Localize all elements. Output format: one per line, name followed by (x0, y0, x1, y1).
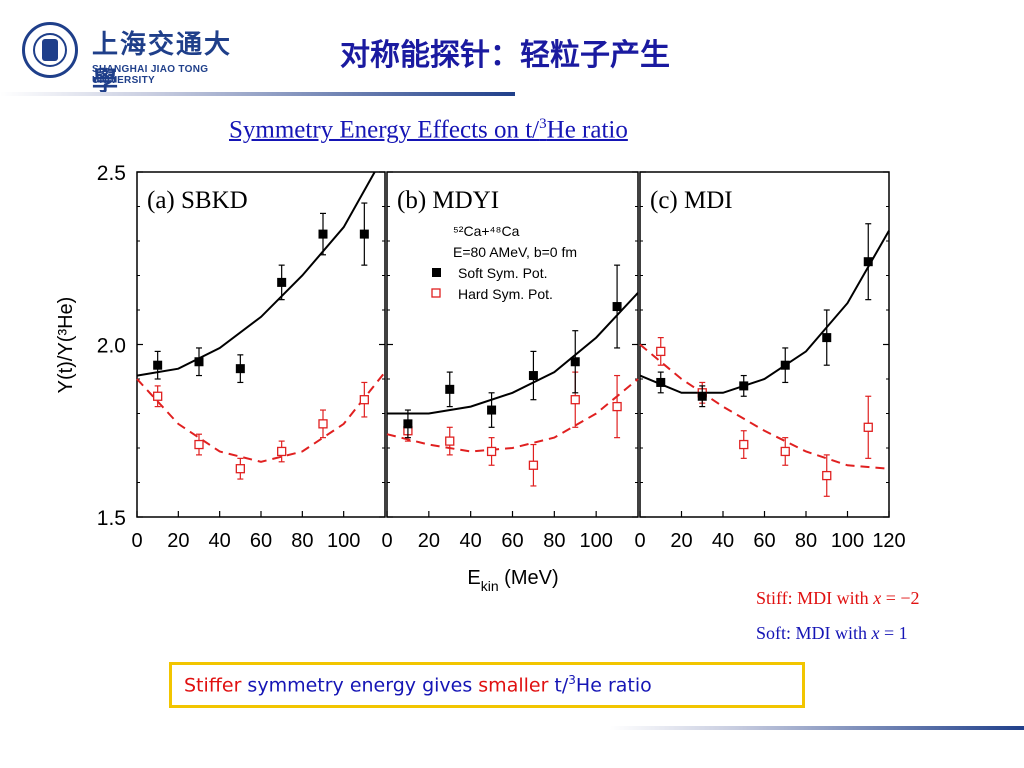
x-tick-label: 40 (712, 530, 734, 552)
x-tick-label: 20 (418, 530, 440, 552)
emblem-icon (22, 22, 78, 78)
soft-point (359, 229, 369, 239)
soft-point (153, 360, 163, 370)
x-tick-label: 20 (670, 530, 692, 552)
y-tick-label: 2.5 (97, 162, 126, 185)
soft-point (570, 357, 580, 367)
soft-point (528, 371, 538, 381)
soft-note: Soft: MDI with x = 1 (756, 623, 908, 643)
hard-point (822, 470, 832, 481)
x-tick-label: 100 (579, 530, 612, 552)
x-tick-label: 100 (831, 530, 864, 552)
hard-curve (639, 343, 890, 470)
y-tick-label: 2.0 (97, 335, 126, 358)
x-tick-label: 100 (327, 530, 360, 552)
x-tick-label: 120 (872, 530, 905, 552)
soft-point (822, 333, 832, 343)
legend-label: Soft Sym. Pot. (458, 265, 547, 281)
footer-divider (610, 726, 1024, 730)
y-axis-label: Y(t)/Y(³He) (55, 297, 77, 394)
hard-curve (136, 371, 386, 463)
legend-label: Hard Sym. Pot. (458, 286, 553, 302)
panel-label: (a) SBKD (147, 187, 248, 214)
stiff-note: Stiff: MDI with x = −2 (756, 588, 920, 608)
hard-point (780, 446, 790, 457)
soft-point (194, 357, 204, 367)
conclusion-text: Stiffer symmetry energy gives smaller t/… (184, 673, 652, 697)
soft-curve (387, 292, 639, 415)
legend-marker-soft (432, 268, 441, 277)
soft-point (739, 381, 749, 391)
hard-point (739, 439, 749, 450)
y-tick-label: 1.5 (97, 507, 126, 530)
soft-point (277, 277, 287, 287)
soft-curve (136, 171, 376, 377)
conditions-annotation: E=80 AMeV, b=0 fm (453, 244, 577, 260)
header-divider (0, 92, 515, 96)
hard-curve (386, 378, 639, 453)
hard-point (656, 346, 666, 357)
soft-point (318, 229, 328, 239)
logo-english-name: SHANGHAI JIAO TONG UNIVERSITY (92, 64, 209, 86)
x-tick-label: 60 (501, 530, 523, 552)
soft-curve (639, 230, 890, 394)
x-axis-label: Ekin (MeV) (467, 567, 558, 594)
hard-point (359, 395, 369, 405)
x-tick-label: 0 (634, 530, 645, 552)
hard-point (486, 446, 497, 457)
x-tick-label: 60 (753, 530, 775, 552)
hard-point (445, 436, 455, 446)
soft-point (612, 302, 622, 312)
soft-point (697, 391, 707, 401)
soft-point (780, 360, 790, 370)
soft-point (656, 377, 666, 387)
x-tick-label: 60 (250, 530, 272, 552)
panel-frame (136, 171, 386, 518)
soft-point (235, 364, 245, 374)
hard-point (153, 391, 163, 401)
slide-subtitle[interactable]: Symmetry Energy Effects on t/3He ratio (229, 116, 628, 144)
legend-marker-hard (431, 288, 441, 298)
hard-point (612, 401, 622, 412)
hard-point (863, 422, 873, 432)
x-tick-label: 0 (131, 530, 142, 552)
hard-point (528, 460, 539, 470)
panel-label: (b) MDYI (397, 187, 499, 214)
reaction-annotation: ⁵²Ca+⁴⁸Ca (453, 223, 520, 239)
soft-point (445, 384, 455, 394)
x-tick-label: 80 (291, 530, 313, 552)
x-tick-label: 0 (381, 530, 392, 552)
hard-point (570, 395, 580, 405)
hard-point (194, 439, 204, 450)
soft-point (403, 419, 413, 429)
x-tick-label: 80 (543, 530, 565, 552)
panel-label: (c) MDI (650, 187, 733, 214)
soft-point (863, 257, 873, 267)
hard-point (235, 464, 245, 474)
hard-point (318, 419, 328, 429)
x-tick-label: 40 (209, 530, 231, 552)
slide-title: 对称能探针：轻粒子产生 (340, 38, 670, 73)
soft-point (487, 405, 497, 415)
x-tick-label: 20 (167, 530, 189, 552)
conclusion-box: Stiffer symmetry energy gives smaller t/… (169, 662, 805, 708)
x-tick-label: 80 (795, 530, 817, 552)
hard-point (277, 446, 287, 457)
x-tick-label: 40 (460, 530, 482, 552)
